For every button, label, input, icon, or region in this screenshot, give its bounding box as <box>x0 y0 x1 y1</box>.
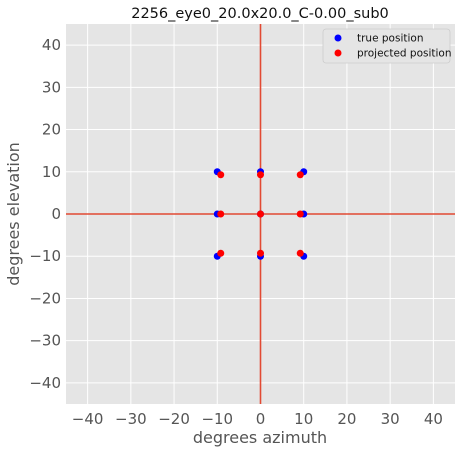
point-series-1-3 <box>217 210 225 218</box>
point-series-1-0 <box>217 171 225 179</box>
x-tick-label-5: 10 <box>294 410 313 428</box>
y-tick-label-2: −20 <box>29 289 61 307</box>
point-series-1-6 <box>217 249 225 257</box>
x-tick-label-7: 30 <box>381 410 400 428</box>
y-tick-label-4: 0 <box>51 205 61 223</box>
legend-marker-true-position <box>334 34 342 42</box>
point-series-1-4 <box>257 210 264 218</box>
point-series-1-5 <box>296 210 304 218</box>
y-tick-labels: −40 −30 −20 −10 0 10 20 30 40 <box>29 36 61 392</box>
x-tick-labels: −40 −30 −20 −10 0 10 20 30 40 <box>72 410 443 428</box>
y-tick-label-5: 10 <box>42 163 61 181</box>
x-tick-label-1: −30 <box>115 410 147 428</box>
x-tick-label-4: 0 <box>256 410 266 428</box>
legend-marker-projected-position <box>334 49 342 57</box>
y-tick-label-8: 40 <box>42 36 61 54</box>
x-axis-label: degrees azimuth <box>193 428 327 447</box>
point-series-1-8 <box>296 249 304 257</box>
x-tick-label-8: 40 <box>424 410 443 428</box>
y-tick-label-7: 30 <box>42 78 61 96</box>
y-tick-label-1: −30 <box>29 332 61 350</box>
legend-label-projected-position: projected position <box>357 48 452 60</box>
legend-label-true-position: true position <box>357 33 423 45</box>
legend: true position projected position <box>322 28 452 64</box>
y-tick-label-6: 20 <box>42 121 61 139</box>
point-series-1-1 <box>257 171 264 179</box>
point-series-1-2 <box>296 171 304 179</box>
y-axis-label: degrees elevation <box>4 142 23 286</box>
y-tick-label-0: −40 <box>29 374 61 392</box>
x-tick-label-2: −20 <box>158 410 190 428</box>
point-series-1-7 <box>257 249 264 257</box>
chart-title: 2256_eye0_20.0x20.0_C-0.00_sub0 <box>131 6 389 22</box>
y-tick-label-3: −10 <box>29 247 61 265</box>
x-tick-label-6: 20 <box>337 410 356 428</box>
data-points <box>213 168 308 260</box>
legend-box <box>322 28 451 64</box>
x-tick-label-3: −10 <box>201 410 233 428</box>
x-tick-label-0: −40 <box>72 410 104 428</box>
